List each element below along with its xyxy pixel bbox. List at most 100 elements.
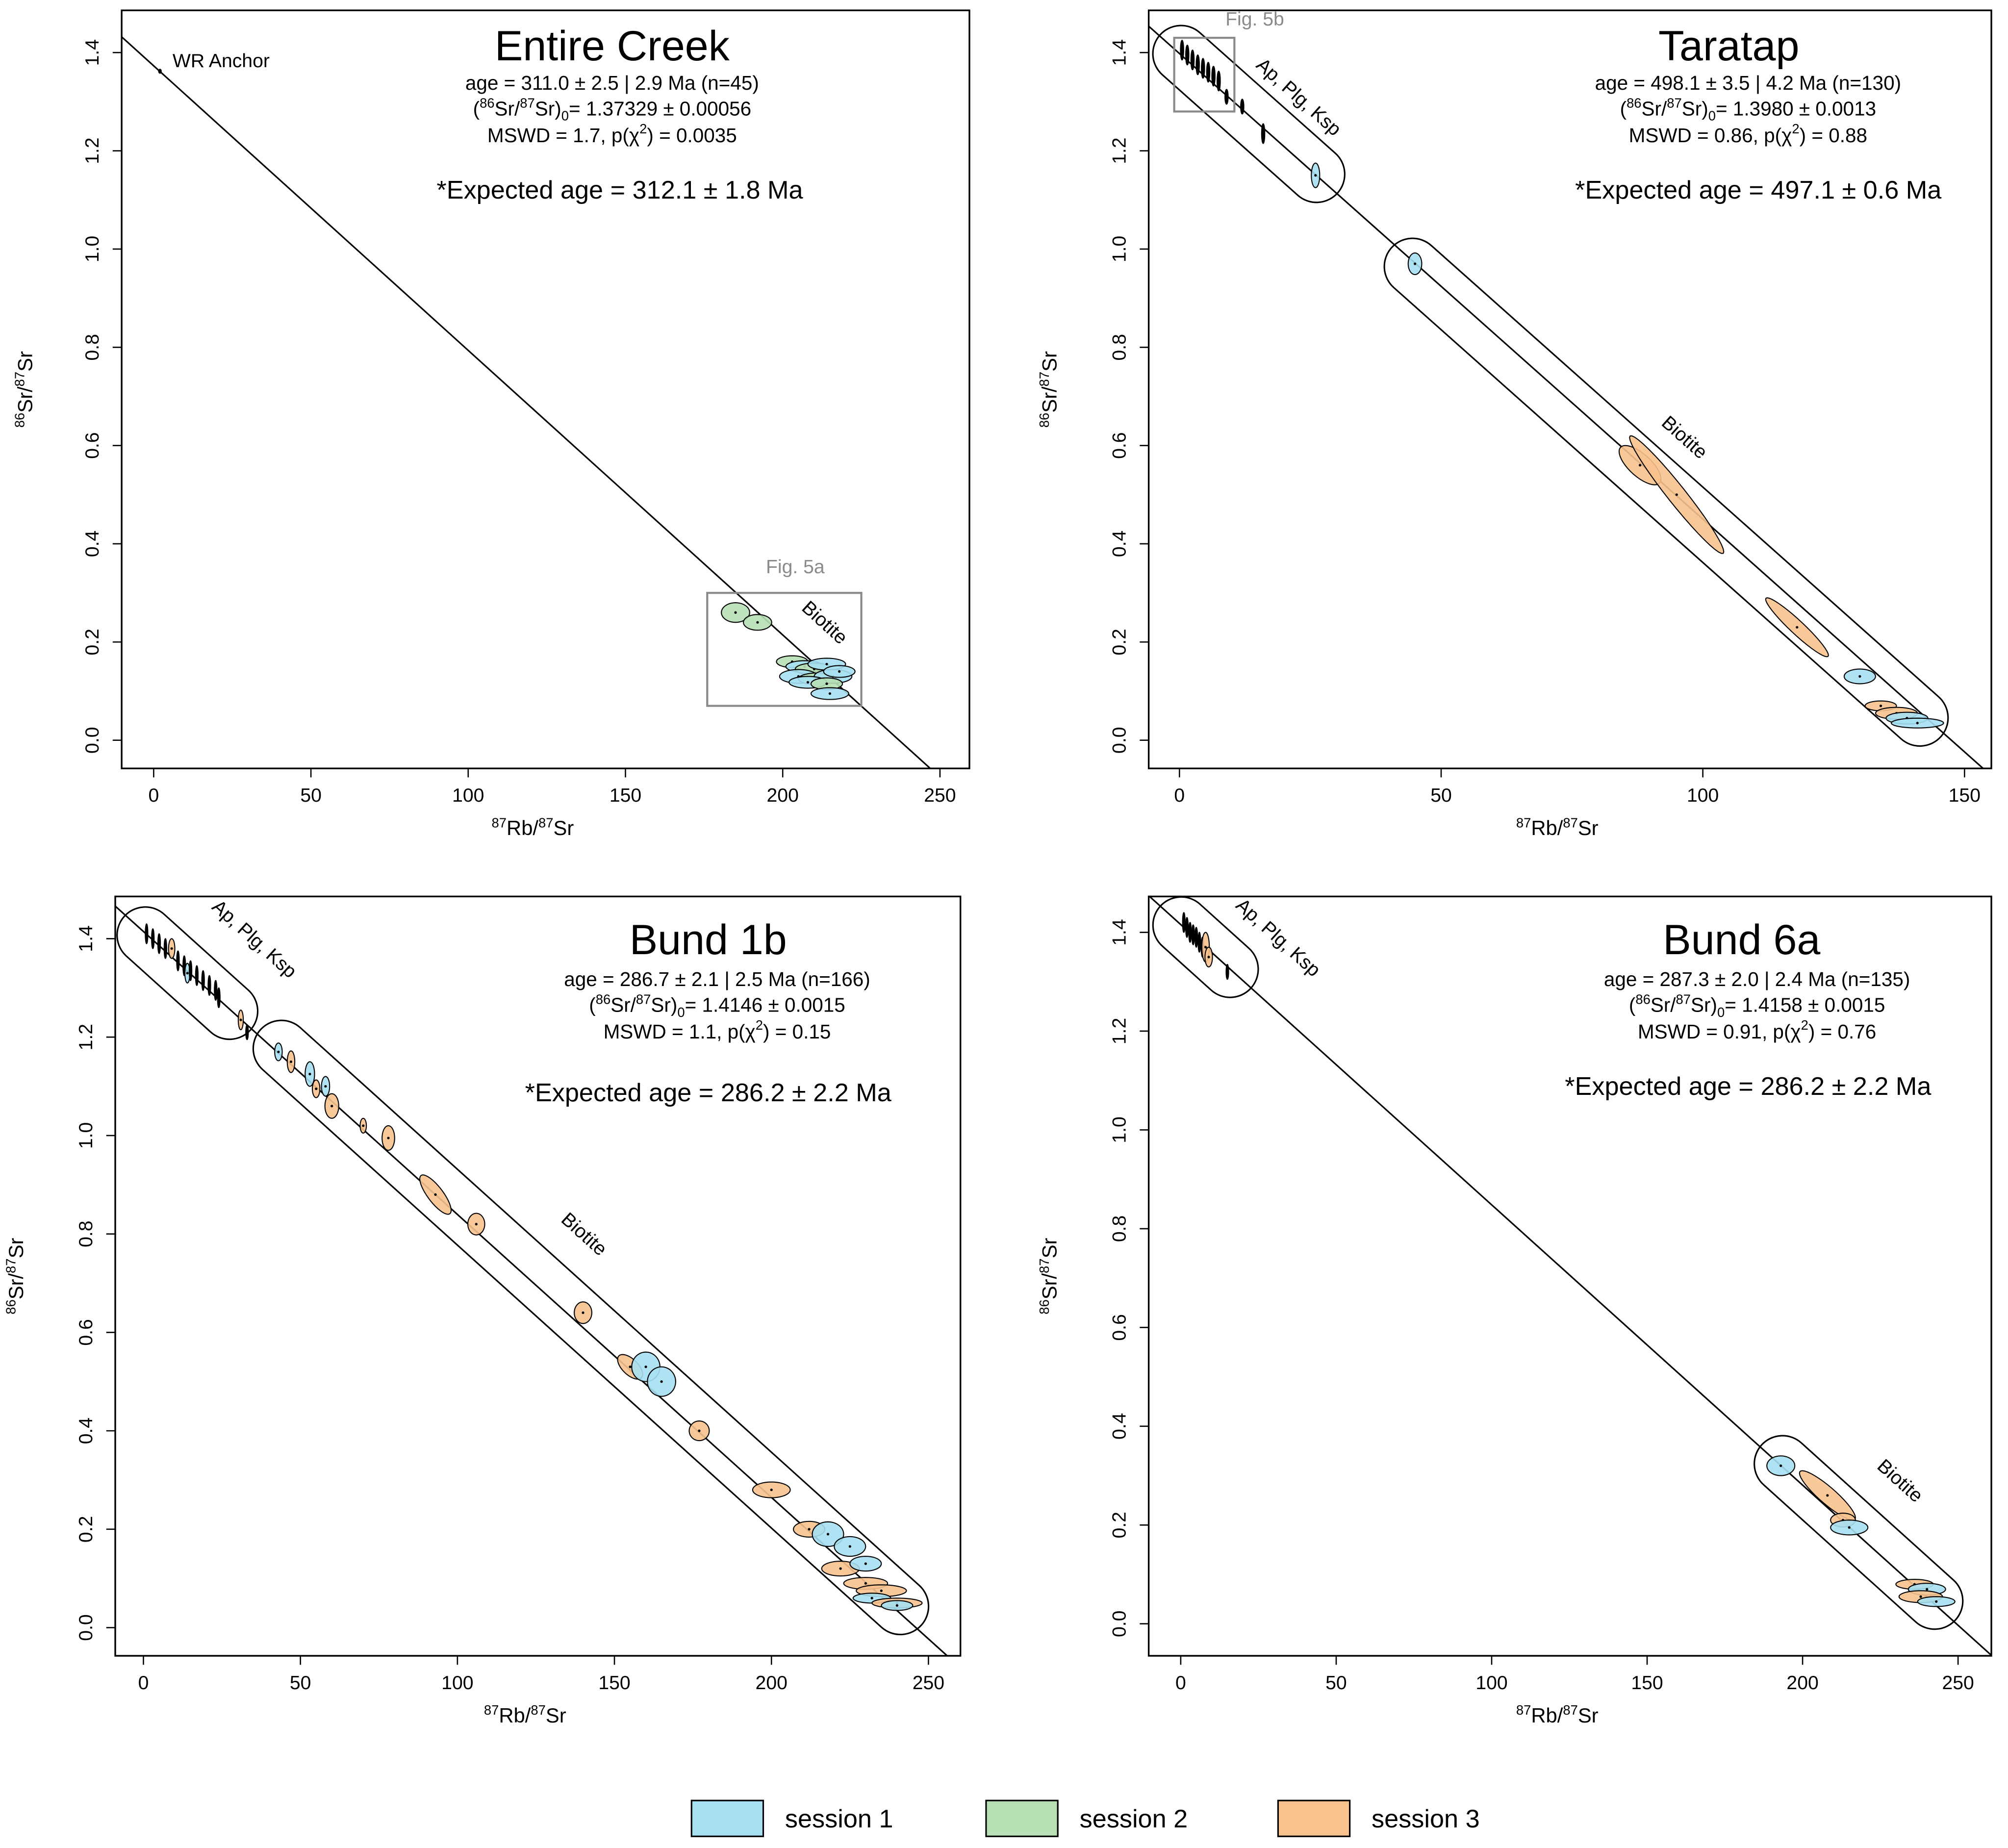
- y-tick-label: 1.2: [76, 1024, 97, 1050]
- y-tick-label: 0.0: [1109, 1611, 1130, 1637]
- y-tick-label: 1.0: [76, 1122, 97, 1149]
- legend-swatch: [1277, 1799, 1351, 1837]
- data-point-center: [1207, 956, 1210, 959]
- data-point-center: [1182, 921, 1185, 924]
- data-point-center: [1926, 1588, 1929, 1591]
- x-axis-label: 87Rb/87Sr: [1516, 815, 1599, 839]
- data-point-center: [864, 1562, 867, 1565]
- text-part: = 1.4146 ± 0.0015: [685, 993, 845, 1016]
- data-point-center: [289, 1060, 293, 1063]
- text-part: MSWD = 1.1, p(χ: [604, 1020, 756, 1043]
- data-point-center: [157, 942, 161, 945]
- text-part: ) = 0.88: [1800, 124, 1867, 147]
- y-axis-label: 86Sr/87Sr: [12, 351, 37, 428]
- text-part: (: [473, 97, 480, 120]
- isochron-panel: Ap, Plg, Ksp Biotite Fig. 5b 0 50 100 150 0.0 0.…: [1037, 9, 1992, 839]
- y-tick-label: 0.6: [1109, 1314, 1130, 1341]
- x-tick-label: 50: [1430, 785, 1452, 806]
- data-point-center: [434, 1193, 437, 1196]
- y-tick-label: 0.6: [82, 432, 103, 458]
- y-tick-label: 0.0: [82, 727, 103, 754]
- mineral-envelope: [252, 1019, 930, 1636]
- text-part: 87: [1516, 1702, 1531, 1718]
- y-tick-label: 0.4: [82, 531, 103, 557]
- data-point-center: [1848, 1526, 1851, 1529]
- data-point-center: [839, 1567, 842, 1570]
- x-tick-label: 200: [767, 785, 799, 806]
- text-part: 2: [1801, 1017, 1808, 1033]
- age-stat: age = 287.3 ± 2.0 | 2.4 Ma (n=135): [1604, 968, 1910, 990]
- legend-label: session 1: [785, 1805, 893, 1833]
- data-point-center: [1916, 722, 1919, 725]
- y-tick-label: 1.4: [82, 39, 103, 66]
- text-part: Sr/: [610, 993, 636, 1016]
- data-point-center: [239, 1018, 242, 1021]
- text-part: 0: [677, 1005, 685, 1020]
- data-point-center: [1212, 75, 1215, 77]
- y-tick-label: 1.4: [76, 925, 97, 952]
- text-part: MSWD = 0.91, p(χ: [1638, 1020, 1801, 1043]
- data-point-center: [1186, 53, 1189, 56]
- annotation-label: Biotite: [1873, 1455, 1927, 1507]
- text-part: 87: [520, 96, 534, 111]
- mineral-envelope: [1152, 25, 1346, 203]
- text-part: ) = 0.0035: [647, 124, 737, 147]
- y-tick-label: 0.2: [1109, 629, 1130, 655]
- annotation-label: Fig. 5a: [766, 557, 825, 578]
- text-part: (: [1620, 97, 1627, 120]
- data-point-center: [828, 692, 832, 695]
- y-tick-label: 1.0: [82, 236, 103, 262]
- legend: session 1 session 2 session 3: [690, 1799, 1480, 1837]
- plot-area: [1148, 896, 1992, 1656]
- text-part: 87: [1563, 1702, 1577, 1718]
- x-axis-label: 87Rb/87Sr: [484, 1702, 566, 1727]
- text-part: 87: [492, 815, 507, 830]
- data-point-center: [1195, 936, 1198, 939]
- data-point-center: [202, 979, 204, 982]
- mswd-stat: MSWD = 1.1, p(χ2) = 0.15: [604, 1017, 831, 1043]
- text-part: Sr: [1038, 351, 1061, 372]
- x-tick-label: 250: [1942, 1672, 1974, 1694]
- text-part: 87: [12, 372, 27, 386]
- text-part: 87: [1516, 815, 1531, 830]
- annotation-label: Ap, Plg, Ksp: [208, 896, 301, 982]
- x-axis-label: 87Rb/87Sr: [1516, 1702, 1599, 1727]
- annotation-label: Biotite: [1657, 412, 1711, 463]
- data-point-center: [1185, 926, 1189, 929]
- text-part: 87: [1037, 1258, 1052, 1273]
- data-point-center: [1638, 464, 1642, 467]
- text-part: Sr: [4, 1238, 27, 1259]
- data-point-center: [1314, 174, 1317, 177]
- data-point-center: [475, 1222, 478, 1226]
- text-part: Sr/: [1038, 1273, 1061, 1299]
- annotation-label: Biotite: [557, 1209, 611, 1260]
- data-point-center: [158, 70, 161, 73]
- isochron-panel: WR Anchor Biotite Fig. 5a 0 50 100 150 200 250 0.…: [12, 9, 970, 839]
- data-point-center: [870, 1596, 873, 1599]
- data-point-center: [1675, 493, 1678, 496]
- data-point-center: [177, 960, 179, 962]
- text-part: Sr/: [4, 1273, 27, 1299]
- expected-age: *Expected age = 312.1 ± 1.8 Ma: [436, 176, 803, 204]
- plot-area: [1148, 25, 1984, 769]
- text-part: 87: [1667, 96, 1681, 111]
- y-tick-label: 0.4: [1109, 531, 1130, 557]
- text-part: Sr/: [1651, 993, 1676, 1016]
- inset-box: [706, 592, 863, 707]
- mswd-stat: MSWD = 1.7, p(χ2) = 0.0035: [487, 121, 737, 147]
- x-tick-label: 200: [1786, 1672, 1818, 1694]
- annotation-label: Ap, Plg, Ksp: [1252, 54, 1346, 140]
- data-point-center: [1217, 79, 1220, 82]
- text-part: Rb/: [1531, 816, 1563, 839]
- mswd-stat: MSWD = 0.91, p(χ2) = 0.76: [1638, 1017, 1876, 1043]
- data-point-center: [825, 662, 828, 666]
- legend-item: session 3: [1277, 1799, 1480, 1837]
- plot-area: [115, 905, 949, 1656]
- data-point-center: [808, 1528, 811, 1531]
- y-tick-label: 1.2: [1109, 137, 1130, 164]
- data-point-center: [214, 989, 217, 992]
- age-stat: age = 286.7 ± 2.1 | 2.5 Ma (n=166): [564, 968, 870, 990]
- legend-item: session 1: [690, 1799, 893, 1837]
- text-part: 86: [480, 96, 494, 111]
